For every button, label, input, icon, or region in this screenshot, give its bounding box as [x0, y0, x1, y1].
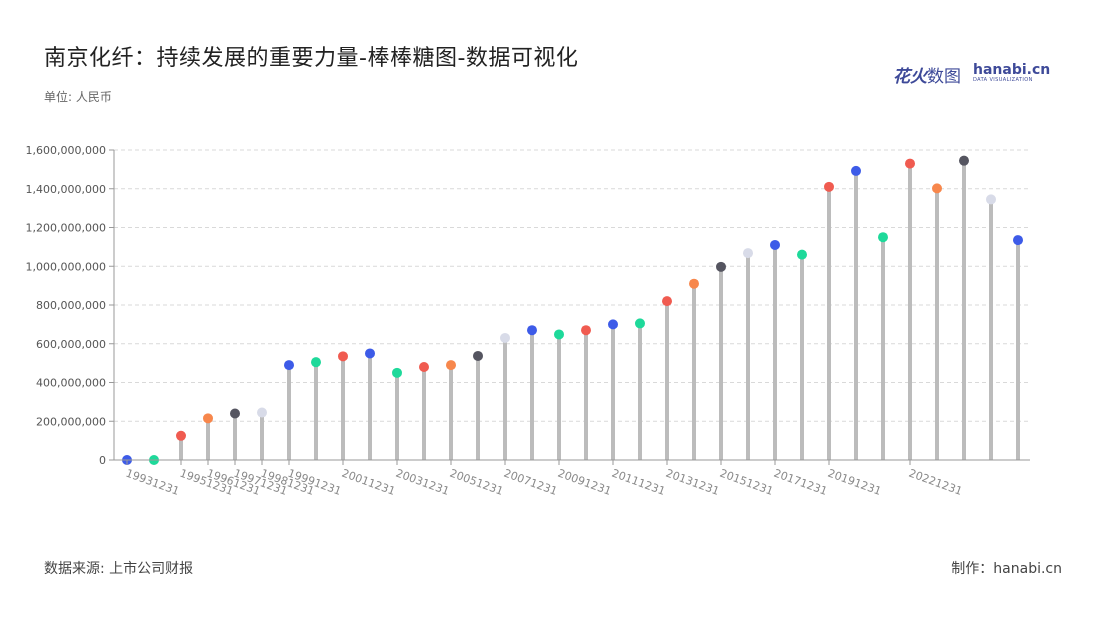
dots — [122, 155, 1023, 465]
lollipop-dot — [527, 325, 537, 336]
y-tick-label: 200,000,000 — [36, 415, 106, 428]
y-axis: 0 200,000,000 400,000,000 600,000,000 800,00… — [26, 144, 115, 467]
lollipop-dot — [932, 183, 942, 194]
y-tick-label: 800,000,000 — [36, 299, 106, 312]
y-tick-label: 1,200,000,000 — [26, 222, 106, 235]
x-tick-label: 20151231 — [718, 467, 775, 498]
lollipop-dot — [635, 318, 645, 329]
lollipop-dot — [1013, 235, 1023, 246]
x-tick-label: 20071231 — [502, 467, 559, 498]
brand-name-cn-1: 花火 — [893, 67, 927, 87]
unit-label: 单位: 人民币 — [44, 90, 112, 104]
lollipop-dot — [824, 181, 834, 192]
y-tick-label: 1,400,000,000 — [26, 183, 106, 196]
y-tick-label: 1,000,000,000 — [26, 260, 106, 273]
lollipop-dot — [230, 408, 240, 419]
lollipop-dot — [554, 329, 564, 340]
x-tick-label: 20171231 — [772, 467, 829, 498]
data-source: 数据来源: 上市公司财报 — [44, 561, 194, 577]
x-tick-label: 20051231 — [448, 467, 505, 498]
chart-title: 南京化纤：持续发展的重要力量-棒棒糖图-数据可视化 — [44, 46, 579, 71]
x-tick-label: 20191231 — [826, 467, 883, 498]
lollipop-dot — [743, 248, 753, 259]
lollipop-dot — [905, 158, 915, 169]
x-tick-label: 20031231 — [394, 467, 451, 498]
lollipop-dot — [311, 357, 321, 368]
lollipop-dot — [446, 360, 456, 371]
y-tick-label: 0 — [99, 454, 106, 467]
lollipop-dot — [176, 430, 186, 441]
y-tick-label: 400,000,000 — [36, 377, 106, 390]
brand-name-en: hanabi.cn — [973, 62, 1051, 78]
lollipop-dot — [608, 319, 618, 330]
lollipop-dot — [473, 350, 483, 361]
x-tick-label: 19931231 — [124, 467, 181, 498]
lollipop-dot — [365, 348, 375, 359]
lollipop-dot — [392, 367, 402, 378]
credit: 制作：hanabi.cn — [951, 561, 1062, 577]
stems — [179, 160, 1020, 460]
lollipop-dot — [581, 325, 591, 336]
brand-tagline: DATA VISUALIZATION — [973, 77, 1033, 83]
x-tick-label: 20221231 — [907, 467, 964, 498]
lollipop-dot — [500, 332, 510, 343]
lollipop-dot — [689, 278, 699, 289]
lollipop-dot — [851, 165, 861, 176]
y-tick-label: 1,600,000,000 — [26, 144, 106, 157]
y-tick-label: 600,000,000 — [36, 338, 106, 351]
lollipop-dot — [716, 261, 726, 272]
x-tick-label: 20011231 — [340, 467, 397, 498]
lollipop-dot — [770, 239, 780, 250]
lollipop-dot — [338, 351, 348, 362]
lollipop-dot — [203, 413, 213, 424]
x-tick-label: 20091231 — [556, 467, 613, 498]
lollipop-dot — [662, 296, 672, 307]
lollipop-dot — [797, 249, 807, 260]
lollipop-dot — [257, 407, 267, 418]
lollipop-dot — [419, 362, 429, 372]
grid-lines — [114, 149, 1030, 422]
lollipop-dot — [284, 360, 294, 371]
lollipop-dot — [878, 232, 888, 243]
x-tick-label: 20131231 — [664, 467, 721, 498]
x-axis: 1993123119951231199612311997123119981231… — [114, 459, 1030, 498]
brand-logo: 花火数图 hanabi.cn DATA VISUALIZATION — [893, 62, 1050, 87]
x-tick-label: 20111231 — [610, 467, 667, 498]
brand-name-cn-2: 数图 — [927, 67, 961, 87]
lollipop-dot — [959, 155, 969, 166]
lollipop-dot — [986, 194, 996, 205]
